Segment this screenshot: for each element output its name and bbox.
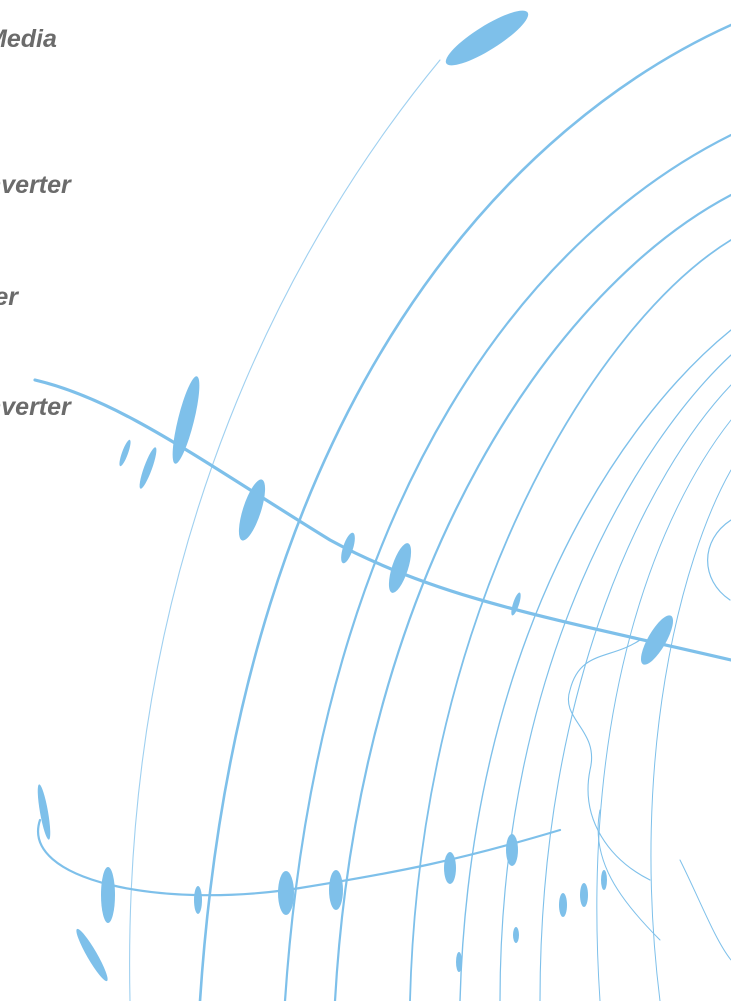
lens-bottom-left-1 [37, 784, 51, 840]
lens-upper-left [172, 376, 200, 464]
continent-outline-3 [597, 809, 661, 941]
inner-arc-2 [333, 193, 731, 1001]
lens-bottom-2 [278, 871, 294, 915]
orbit-curve-upper [33, 378, 731, 662]
lens-bottom-5 [506, 834, 518, 866]
slide-text-line-4: nverter [0, 393, 71, 421]
continent-outline-2 [567, 639, 651, 881]
lens-bottom-10 [513, 927, 519, 943]
lens-bottom-3 [329, 870, 343, 910]
inner-arc-6 [539, 384, 731, 1001]
slide-text-line-1: Media [0, 25, 57, 53]
lens-bottom-9 [456, 952, 462, 972]
lens-left-small-1 [139, 447, 157, 489]
lens-left-small-2 [119, 439, 131, 467]
inner-arc-3 [409, 239, 731, 1001]
slide-text-line-3: ter [0, 283, 18, 311]
thin-left-arc [129, 59, 441, 1001]
lens-mid-4 [511, 592, 521, 616]
lens-right [640, 615, 674, 665]
lens-bottom-left-2 [101, 867, 115, 923]
inner-arc-5 [499, 354, 731, 1001]
lens-mid-2 [341, 532, 355, 564]
inner-arc-8 [650, 469, 731, 1001]
lens-mid-3 [388, 543, 412, 593]
lens-bottom-8 [601, 870, 607, 890]
inner-arc-7 [596, 419, 731, 1001]
lens-top [445, 10, 529, 66]
inner-arc-4 [459, 329, 731, 1001]
slide-text-line-2: nverter [0, 171, 71, 199]
lens-bottom-1 [194, 886, 202, 914]
outer-arc [198, 23, 731, 1001]
continent-outline-4 [679, 859, 731, 961]
lens-bottom-left-3 [76, 928, 108, 982]
lens-mid-1 [238, 479, 266, 541]
lens-bottom-6 [559, 893, 567, 917]
inner-arc-1 [283, 133, 731, 1001]
continent-outline-1 [707, 519, 731, 601]
orbit-curve-lower [37, 818, 562, 897]
lens-bottom-4 [444, 852, 456, 884]
lens-bottom-7 [580, 883, 588, 907]
